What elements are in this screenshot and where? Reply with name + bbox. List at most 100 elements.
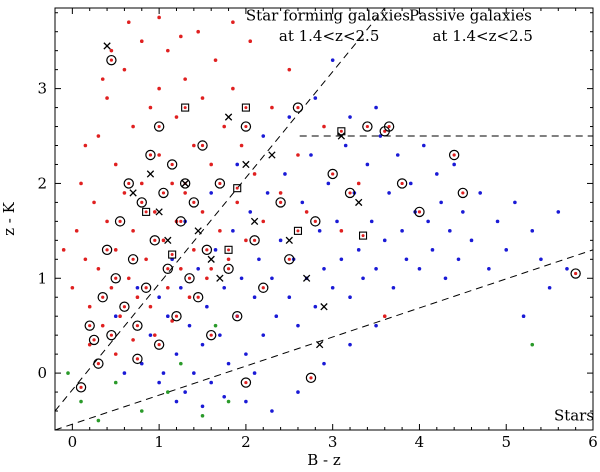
point-dot	[157, 153, 161, 157]
point-circle-center	[235, 314, 239, 318]
point-dot	[547, 285, 552, 290]
point-dot	[174, 352, 179, 356]
point-dot	[278, 238, 283, 243]
point-circle-center	[196, 295, 200, 299]
point-dot	[248, 39, 253, 43]
point-dot	[235, 200, 240, 205]
point-dot	[144, 257, 148, 262]
point-circle-center	[157, 343, 161, 347]
point-circle	[305, 372, 317, 384]
point-dot	[430, 248, 435, 252]
point-circle	[275, 197, 286, 208]
point-cross	[129, 189, 137, 197]
point-circle	[97, 292, 108, 303]
point-circle-center	[105, 248, 109, 252]
point-circle	[179, 178, 191, 189]
point-dot	[79, 181, 83, 186]
point-circle-center	[144, 286, 148, 290]
point-circle	[327, 168, 338, 180]
point-circle-center	[148, 153, 153, 157]
point-dot	[79, 399, 83, 404]
point-dot	[131, 229, 135, 233]
point-circle	[84, 320, 95, 331]
point-dot	[322, 361, 326, 366]
point-dot	[231, 229, 235, 233]
point-dot	[317, 229, 322, 233]
point-dot	[270, 276, 274, 281]
point-dot	[222, 395, 227, 399]
x-tick-label: 3	[328, 433, 338, 451]
point-dot	[200, 404, 205, 409]
point-circle	[93, 358, 104, 369]
point-dot	[122, 67, 127, 72]
point-dot	[374, 323, 378, 328]
point-square-center	[296, 229, 300, 233]
point-circle	[123, 178, 134, 189]
point-circle-center	[296, 105, 300, 110]
y-tick-label: 3	[37, 80, 47, 98]
point-dot	[213, 323, 218, 328]
point-circle	[110, 273, 121, 284]
point-circle	[145, 149, 156, 161]
point-dot	[387, 191, 391, 195]
point-dot	[382, 238, 387, 243]
point-circle-center	[313, 219, 317, 223]
point-circle	[205, 329, 217, 341]
point-circle	[362, 121, 373, 132]
point-dot	[226, 257, 231, 262]
point-dot	[139, 409, 144, 413]
point-dot	[400, 229, 404, 233]
point-dot	[200, 210, 205, 214]
point-square	[142, 207, 151, 216]
point-circle-center	[170, 162, 174, 167]
point-dot	[196, 266, 200, 271]
point-dot	[356, 248, 361, 252]
point-dot	[166, 48, 170, 53]
point-circle-center	[383, 129, 387, 133]
point-circle	[414, 206, 425, 218]
point-circle-center	[157, 124, 161, 129]
point-square	[337, 127, 346, 136]
point-dot	[361, 276, 365, 281]
point-dot	[487, 266, 491, 271]
point-circle	[232, 311, 243, 322]
point-cross	[302, 274, 311, 282]
point-cross	[155, 208, 163, 216]
point-dot	[478, 191, 482, 195]
point-dot	[261, 333, 266, 337]
point-circle	[106, 54, 117, 66]
point-dot	[530, 342, 535, 347]
point-dot	[421, 143, 426, 148]
data-points	[61, 15, 581, 423]
point-dot	[252, 172, 257, 176]
point-dot	[313, 96, 318, 100]
stars-label: Stars	[554, 407, 594, 425]
point-dot	[231, 86, 235, 91]
point-cross	[103, 42, 111, 50]
point-circle	[383, 121, 395, 132]
point-circle	[188, 197, 200, 208]
point-dot	[205, 276, 209, 281]
point-circle-center	[218, 181, 222, 186]
point-dot	[192, 248, 196, 252]
point-circle	[153, 121, 165, 132]
point-circle	[457, 187, 469, 199]
point-circle	[114, 216, 126, 227]
point-dot	[304, 210, 309, 214]
point-square-center	[170, 253, 174, 257]
point-dot	[113, 380, 118, 385]
point-dot	[166, 314, 170, 319]
point-circle-center	[200, 143, 205, 148]
point-dot	[70, 285, 75, 290]
point-circle-center	[365, 124, 369, 129]
point-dot	[192, 371, 196, 375]
point-dot	[335, 219, 339, 224]
point-dot	[456, 257, 461, 262]
point-circle-center	[114, 276, 118, 280]
point-dot	[322, 124, 326, 129]
point-cross	[285, 236, 293, 244]
point-cross	[164, 236, 172, 244]
point-dot	[231, 20, 235, 25]
annotations: Star forming galaxies at 1.4<z<2.5 Passive…	[246, 6, 594, 424]
point-circle	[171, 311, 182, 322]
